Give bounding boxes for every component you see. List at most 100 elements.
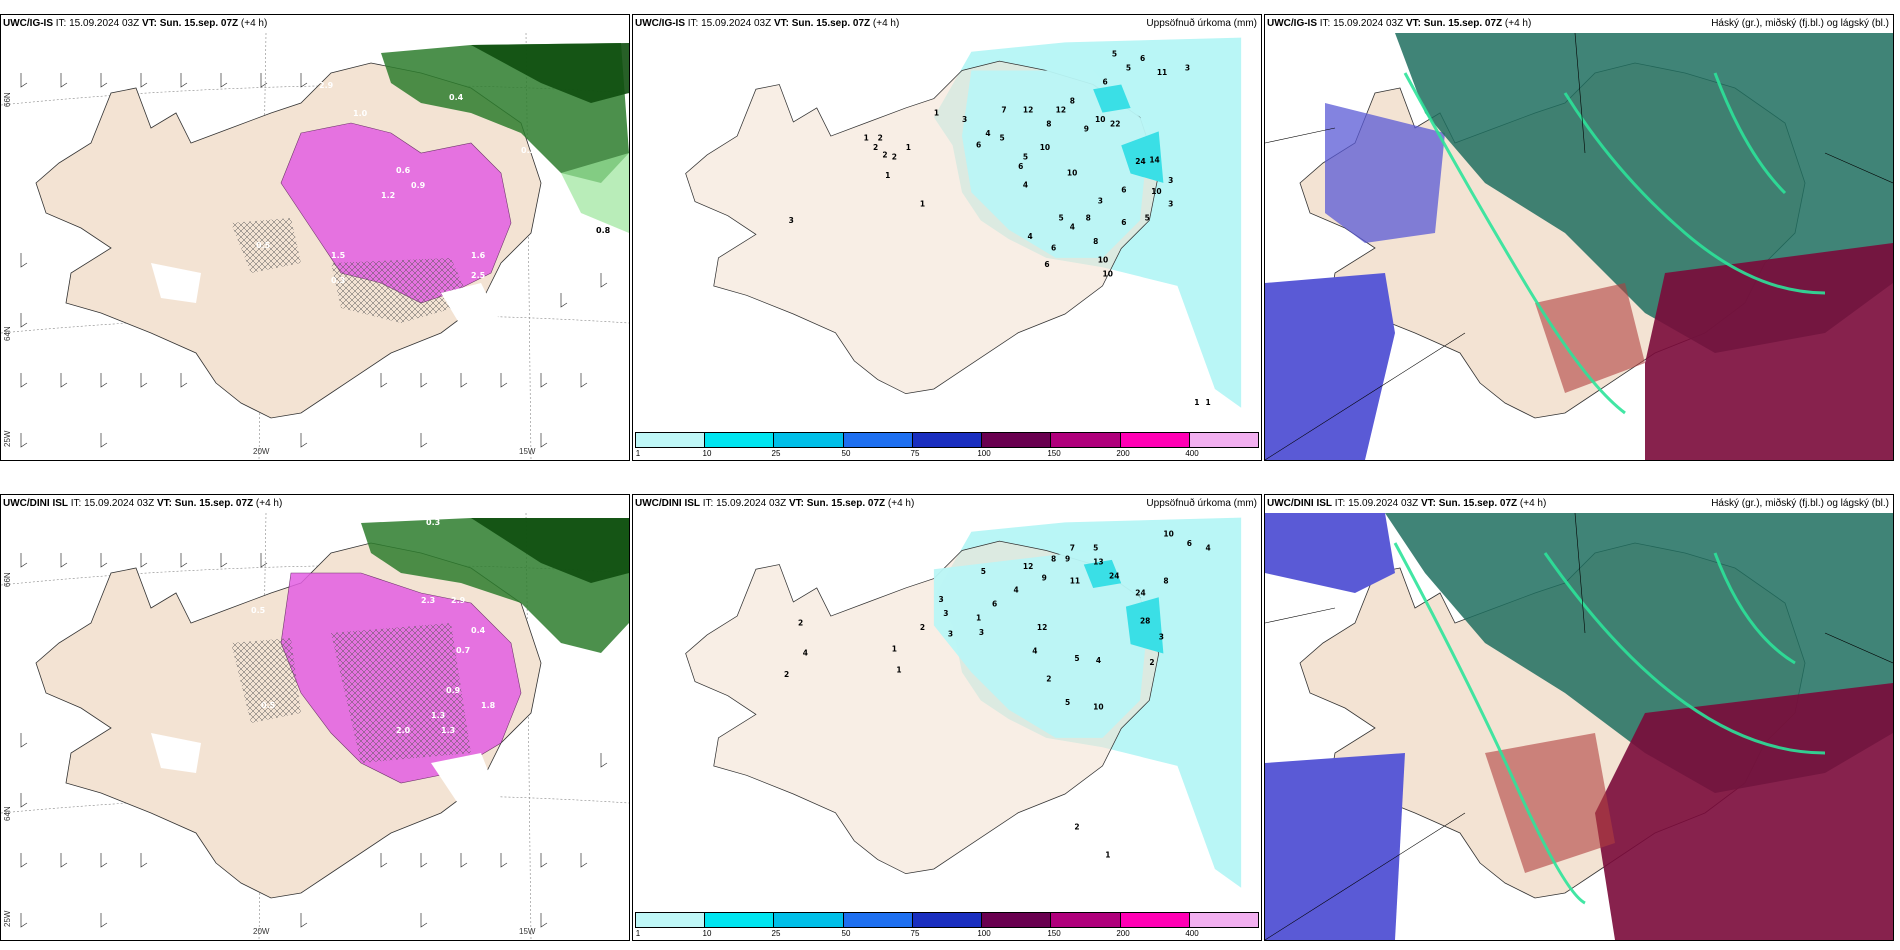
panel-header: UWC/IG-IS IT: 15.09.2024 03Z VT: Sun. 15… xyxy=(3,18,267,29)
precip-label: 1 xyxy=(864,134,869,143)
panel-header: UWC/IG-IS IT: 15.09.2024 03Z VT: Sun. 15… xyxy=(1267,18,1531,29)
precip-label: 6 xyxy=(992,600,997,609)
precip-label: 7 xyxy=(1001,106,1006,115)
precip-label: 2 xyxy=(873,143,878,152)
colorbar-swatch-2 xyxy=(705,433,775,447)
precip-label: 10 xyxy=(1095,115,1105,124)
precip-label: 10 xyxy=(1093,703,1103,712)
precip-label: 8 xyxy=(1163,576,1168,585)
panel-bottom-middle-precip: UWC/DINI ISL IT: 15.09.2024 03Z VT: Sun.… xyxy=(632,494,1262,941)
precip-label: 9 xyxy=(1042,573,1047,582)
snow-label: 0.8 xyxy=(596,226,611,235)
snow-label: 0.9 xyxy=(446,686,461,695)
map-clouds xyxy=(1265,513,1893,940)
precip-label: 10 xyxy=(1151,187,1161,196)
precip-label: 10 xyxy=(1103,270,1113,279)
panel-title: Háský (gr.), miðský (fj.bl.) og lágský (… xyxy=(1711,498,1889,509)
precip-label: 1 xyxy=(892,645,897,654)
colorbar-swatch-6 xyxy=(982,433,1052,447)
panel-header: UWC/IG-IS IT: 15.09.2024 03Z VT: Sun. 15… xyxy=(635,18,899,29)
precip-label: 6 xyxy=(1018,162,1023,171)
colorbar-swatches xyxy=(635,912,1259,928)
colorbar-swatch-9 xyxy=(1189,433,1258,447)
precip-label: 8 xyxy=(1070,96,1075,105)
panel-bottom-right-clouds: UWC/DINI ISL IT: 15.09.2024 03Z VT: Sun.… xyxy=(1264,494,1894,941)
map-snow-wind: 2.9 0.4 1.0 0.9 1.2 0.6 0.5 0.8 0.3 0.2 … xyxy=(1,33,629,460)
colorbar-swatch-4 xyxy=(843,433,913,447)
precip-label: 1 xyxy=(906,143,911,152)
precip-label: 10 xyxy=(1163,529,1173,538)
lon-label-25: 25W xyxy=(3,430,12,447)
colorbar-swatch-7 xyxy=(1051,433,1121,447)
precip-label: 2 xyxy=(878,134,883,143)
precip-label: 2 xyxy=(892,152,897,161)
panel-title: Háský (gr.), miðský (fj.bl.) og lágský (… xyxy=(1711,18,1889,29)
precip-label: 10 xyxy=(1040,143,1050,152)
precip-label: 6 xyxy=(1044,260,1049,269)
precip-label: 4 xyxy=(1096,656,1101,665)
precip-label: 3 xyxy=(1185,63,1190,72)
precip-label: 4 xyxy=(985,129,990,138)
colorbar-labels: 1 10 25 50 75 100 150 200 400 xyxy=(635,929,1259,939)
precip-label: 12 xyxy=(1037,623,1047,632)
lead-time: (+4 h) xyxy=(240,18,268,29)
panel-title: Uppsöfnuð úrkoma (mm) xyxy=(1146,18,1257,29)
precip-label: 11 xyxy=(1070,576,1080,585)
lat-label-66: 66N xyxy=(3,572,12,587)
precip-label: 6 xyxy=(1121,185,1126,194)
lead-time: (+4 h) xyxy=(872,18,900,29)
lat-label-64: 64N xyxy=(3,326,12,341)
precip-label: 9 xyxy=(1065,555,1070,564)
panel-header: UWC/DINI ISL IT: 15.09.2024 03Z VT: Sun.… xyxy=(635,498,914,509)
low-cloud-area xyxy=(1265,513,1395,593)
colorbar-label: 75 xyxy=(910,449,920,458)
panel-top-right-clouds: UWC/IG-IS IT: 15.09.2024 03Z VT: Sun. 15… xyxy=(1264,14,1894,461)
precip-label: 3 xyxy=(948,630,953,639)
model-name: UWC/IG-IS xyxy=(1267,18,1317,29)
precip-label: 1 xyxy=(1194,398,1199,407)
precip-label: 2 xyxy=(784,670,789,679)
precip-label: 3 xyxy=(1168,199,1173,208)
lon-label-15: 15W xyxy=(519,447,536,456)
precip-label: 2 xyxy=(1149,658,1154,667)
precip-label: 6 xyxy=(1103,78,1108,87)
colorbar-swatch-3 xyxy=(774,913,844,927)
colorbar-label: 150 xyxy=(1047,449,1061,458)
panel-header: UWC/DINI ISL IT: 15.09.2024 03Z VT: Sun.… xyxy=(1267,498,1546,509)
model-name: UWC/DINI ISL xyxy=(1267,498,1332,509)
colorbar-swatch-5 xyxy=(912,913,983,927)
lon-label-15: 15W xyxy=(519,927,536,936)
colorbar-label: 1 xyxy=(635,449,641,458)
snow-label: 2.5 xyxy=(471,271,486,280)
colorbar-swatch-1 xyxy=(636,913,706,927)
colorbar-label: 100 xyxy=(977,929,991,938)
lon-label-20: 20W xyxy=(253,927,270,936)
snow-label: 0.3 xyxy=(426,518,440,527)
precip-label: 1 xyxy=(896,665,901,674)
valid-label: VT: xyxy=(773,18,789,29)
init-time: IT: 15.09.2024 03Z xyxy=(70,498,155,509)
lat-label-66: 66N xyxy=(3,92,12,107)
precip-label: 8 xyxy=(1086,213,1091,222)
colorbar-swatch-3 xyxy=(774,433,844,447)
valid-time: Sun. 15.sep. 07Z xyxy=(174,498,254,509)
precip-label: 3 xyxy=(1168,176,1173,185)
colorbar-label: 1 xyxy=(635,929,641,938)
snow-label: 1.3 xyxy=(431,711,445,720)
precip-label: 2 xyxy=(920,623,925,632)
snow-area xyxy=(280,122,512,304)
init-time: IT: 15.09.2024 03Z xyxy=(55,18,140,29)
init-time: IT: 15.09.2024 03Z xyxy=(702,498,787,509)
panel-top-left-snow-wind: UWC/IG-IS IT: 15.09.2024 03Z VT: Sun. 15… xyxy=(0,14,630,461)
snow-label: 0.5 xyxy=(256,241,271,250)
valid-label: VT: xyxy=(1420,498,1436,509)
valid-label: VT: xyxy=(141,18,157,29)
precip-label: 1 xyxy=(1105,851,1110,860)
precip-label: 5 xyxy=(1112,49,1117,58)
precip-label: 22 xyxy=(1110,120,1120,129)
colorbar-swatch-5 xyxy=(912,433,983,447)
init-time: IT: 15.09.2024 03Z xyxy=(1319,18,1404,29)
precip-label: 6 xyxy=(1140,54,1145,63)
precip-label: 24 xyxy=(1135,157,1145,166)
valid-label: VT: xyxy=(156,498,172,509)
